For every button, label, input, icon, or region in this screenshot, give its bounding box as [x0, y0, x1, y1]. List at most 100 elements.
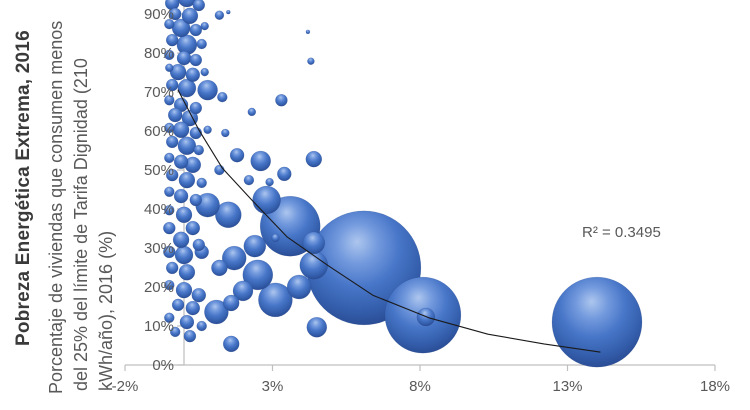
- bubble: [168, 7, 182, 21]
- bubble: [305, 29, 311, 35]
- bubble: [221, 245, 247, 271]
- trendline: [177, 89, 601, 353]
- bubble: [221, 128, 230, 138]
- x-tick-label: 18%: [700, 378, 730, 395]
- bubble: [176, 50, 192, 66]
- bubble: [200, 21, 209, 31]
- bubble: [164, 312, 175, 324]
- bubble: [243, 234, 267, 258]
- bubble: [265, 177, 274, 187]
- tick-labels-layer: -2% 3% 8% 13% 18% 0% 10% 20% 30% 40% 50% 60% 70% 80% 9…: [112, 6, 730, 395]
- bubble: [185, 220, 201, 236]
- bubble: [191, 287, 207, 303]
- y-tick-label: 20%: [144, 279, 174, 296]
- bubbles-layer: [163, 0, 643, 368]
- bubble: [165, 78, 179, 92]
- bubble: [189, 193, 203, 207]
- bubble: [165, 63, 174, 73]
- bubble: [286, 274, 312, 300]
- bubble: [252, 185, 281, 215]
- bubble: [200, 67, 209, 77]
- bubble: [242, 259, 274, 291]
- x-tick-label: 13%: [552, 378, 582, 395]
- bubble: [214, 164, 225, 176]
- bubble: [192, 238, 206, 252]
- bubble: [243, 174, 255, 186]
- bubble: [164, 204, 175, 216]
- bubble: [185, 67, 201, 83]
- x-tick-label: -2%: [112, 378, 139, 395]
- bubble: [306, 316, 328, 338]
- y-tick-label: 40%: [144, 201, 174, 218]
- bubble: [181, 7, 199, 25]
- bubble: [164, 186, 175, 198]
- bubble: [167, 107, 183, 123]
- bubble: [197, 79, 218, 101]
- x-tick-label: 8%: [409, 378, 431, 395]
- bubble: [185, 300, 201, 316]
- bubble: [229, 147, 245, 163]
- bubble: [226, 9, 231, 15]
- bubble: [175, 281, 193, 299]
- bubble: [164, 94, 175, 106]
- bubble: [222, 294, 240, 312]
- y-tick-label: 80%: [144, 45, 174, 62]
- bubble: [275, 93, 288, 107]
- y-tick-label: 10%: [144, 318, 174, 335]
- bubble: [258, 282, 293, 318]
- bubble: [173, 188, 189, 204]
- bubble: [271, 233, 280, 243]
- r-squared-annotation: R² = 0.3495: [582, 224, 661, 241]
- bubble: [164, 18, 175, 30]
- bubble: [169, 326, 181, 338]
- bubble: [196, 177, 207, 189]
- bubble: [178, 263, 196, 281]
- bubble: [189, 23, 203, 37]
- trendline-layer: [177, 89, 601, 353]
- bubble: [165, 168, 179, 182]
- bubble: [178, 171, 196, 189]
- bubble: [175, 206, 193, 224]
- bubble: [169, 63, 187, 81]
- bubble: [215, 201, 242, 229]
- bubble: [305, 150, 323, 168]
- bubble: [163, 221, 176, 235]
- bubble: [164, 152, 175, 164]
- bubble: [165, 135, 179, 149]
- bubble: [171, 298, 185, 312]
- bubble: [177, 78, 197, 98]
- bubble: [164, 279, 175, 291]
- bubble: [196, 38, 207, 50]
- bubble: [183, 329, 197, 343]
- y-tick-label: 60%: [144, 123, 174, 140]
- bubble: [189, 53, 203, 67]
- bubble: [172, 231, 190, 249]
- bubble: [189, 126, 203, 140]
- bubble: [172, 121, 190, 139]
- bubble: [232, 280, 254, 302]
- bubble: [165, 261, 179, 275]
- bubble: [192, 0, 206, 12]
- bubble: [250, 150, 271, 172]
- bubble: [174, 245, 194, 265]
- bubble: [204, 299, 229, 325]
- bubble: [193, 144, 205, 156]
- y-tick-label: 50%: [144, 162, 174, 179]
- bubble: [214, 10, 225, 20]
- y-tick-label: 70%: [144, 84, 174, 101]
- bubble: [247, 107, 257, 117]
- bubble: [164, 49, 175, 61]
- bubble: [177, 0, 196, 8]
- bubble: [163, 245, 176, 259]
- bubble: [165, 33, 179, 47]
- bubble: [551, 276, 643, 368]
- bubble: [173, 154, 189, 170]
- bubble: [211, 259, 228, 277]
- bubble: [189, 101, 203, 115]
- y-tick-label: 90%: [144, 6, 174, 23]
- bubble: [203, 125, 212, 135]
- bubble: [222, 335, 240, 353]
- bubble: [302, 231, 326, 255]
- bubble: [181, 109, 199, 127]
